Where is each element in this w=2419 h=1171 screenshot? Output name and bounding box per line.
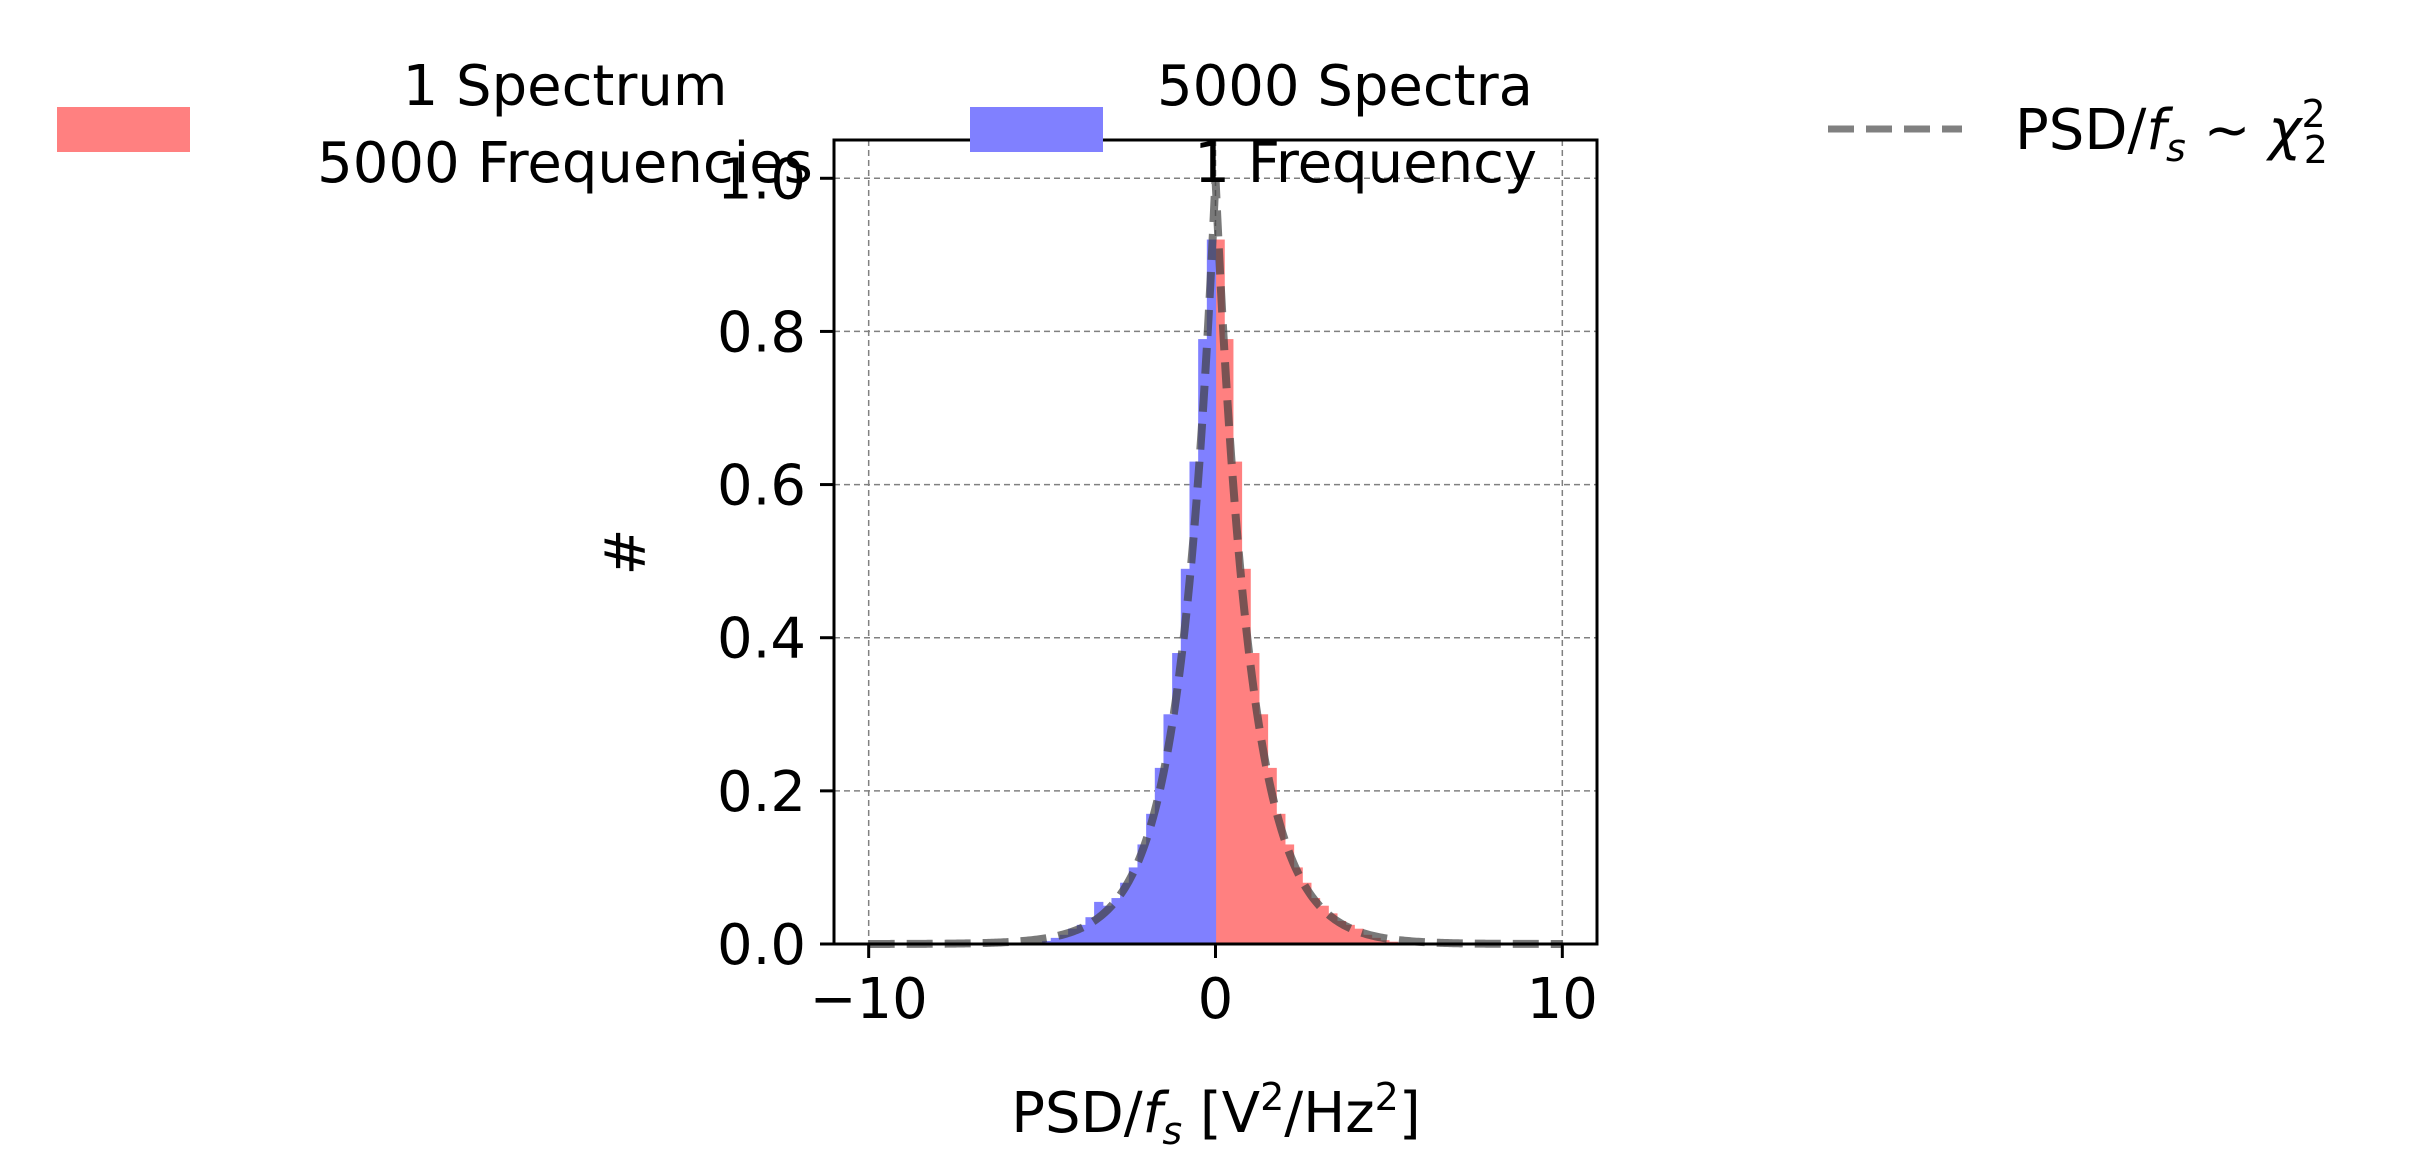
bar-series1-13 (1154, 767, 1165, 944)
legend-label-5000-spectra-line1: 5000 Spectra (1157, 54, 1533, 119)
histogram-bars (1042, 239, 1399, 945)
bar-series0-17 (1362, 934, 1373, 944)
bar-series0-6 (1267, 767, 1277, 944)
legend-label-5000-spectra-line2: 1 Frequency (1194, 131, 1537, 196)
bar-series0-10 (1302, 882, 1312, 944)
bar-series1-8 (1111, 898, 1121, 944)
bar-series1-10 (1128, 867, 1139, 944)
bar-series1-15 (1172, 653, 1182, 944)
bar-series1-7 (1102, 905, 1113, 944)
y-tick-label-2: 0.4 (717, 607, 806, 672)
bar-series0-3 (1241, 568, 1251, 944)
bar-series0-5 (1258, 714, 1269, 944)
bar-series0-15 (1345, 924, 1355, 944)
bar-series0-9 (1293, 867, 1303, 944)
bar-series1-0 (1042, 940, 1052, 944)
bar-series0-1 (1224, 339, 1234, 945)
bar-series1-2 (1059, 934, 1069, 944)
bar-series1-12 (1146, 813, 1156, 944)
y-tick-label-3: 0.6 (717, 454, 806, 519)
legend-label-1-spectrum-line2: 5000 Frequencies (317, 131, 813, 196)
legend-label-chi2: PSD/fs ∼ χ2 2 (2015, 92, 2328, 172)
bar-series1-16 (1180, 568, 1191, 944)
x-tick-label-1: 0 (1198, 967, 1234, 1032)
bar-series0-11 (1310, 898, 1321, 944)
bar-series0-0 (1215, 239, 1225, 945)
y-axis-label: # (594, 529, 659, 576)
bar-series0-13 (1328, 913, 1338, 944)
bar-series1-5 (1085, 917, 1095, 944)
bar-series0-8 (1284, 844, 1295, 944)
bar-series1-17 (1189, 461, 1199, 944)
bar-series1-18 (1198, 339, 1208, 945)
bar-series0-16 (1354, 928, 1364, 944)
bar-series1-19 (1206, 239, 1217, 945)
x-tick-label-0: −10 (810, 967, 928, 1032)
y-tick-label-4: 0.8 (717, 300, 806, 365)
bar-series1-1 (1050, 937, 1061, 944)
bar-series1-3 (1068, 928, 1078, 944)
bar-series0-4 (1250, 653, 1260, 944)
bar-series1-4 (1076, 924, 1087, 944)
bar-series0-12 (1319, 905, 1329, 944)
y-tick-label-0: 0.0 (717, 913, 806, 978)
x-tick-label-2: 10 (1527, 967, 1598, 1032)
bar-series0-14 (1336, 921, 1347, 944)
x-axis-label: PSD/fs [V2/Hz2] (1011, 1075, 1420, 1153)
y-tick-label-5: 1.0 (717, 147, 806, 212)
bar-series1-9 (1120, 882, 1130, 944)
bar-series0-2 (1232, 461, 1243, 944)
bar-series0-18 (1371, 937, 1381, 944)
legend-swatch-5000-spectra (970, 107, 1103, 152)
legend-label-1-spectrum-line1: 1 Spectrum (403, 54, 728, 119)
bar-series1-6 (1094, 901, 1104, 944)
bar-series1-14 (1163, 714, 1173, 944)
axis-ticks: −10 0 10 0.0 0.2 0.4 0.6 0.8 1.0 (717, 147, 1598, 1032)
legend: 1 Spectrum 5000 Frequencies 5000 Spectra… (57, 54, 2328, 196)
legend-swatch-1-spectrum (57, 107, 190, 152)
bar-series0-7 (1276, 813, 1286, 944)
bar-series1-11 (1137, 844, 1147, 944)
y-tick-label-1: 0.2 (717, 760, 806, 825)
